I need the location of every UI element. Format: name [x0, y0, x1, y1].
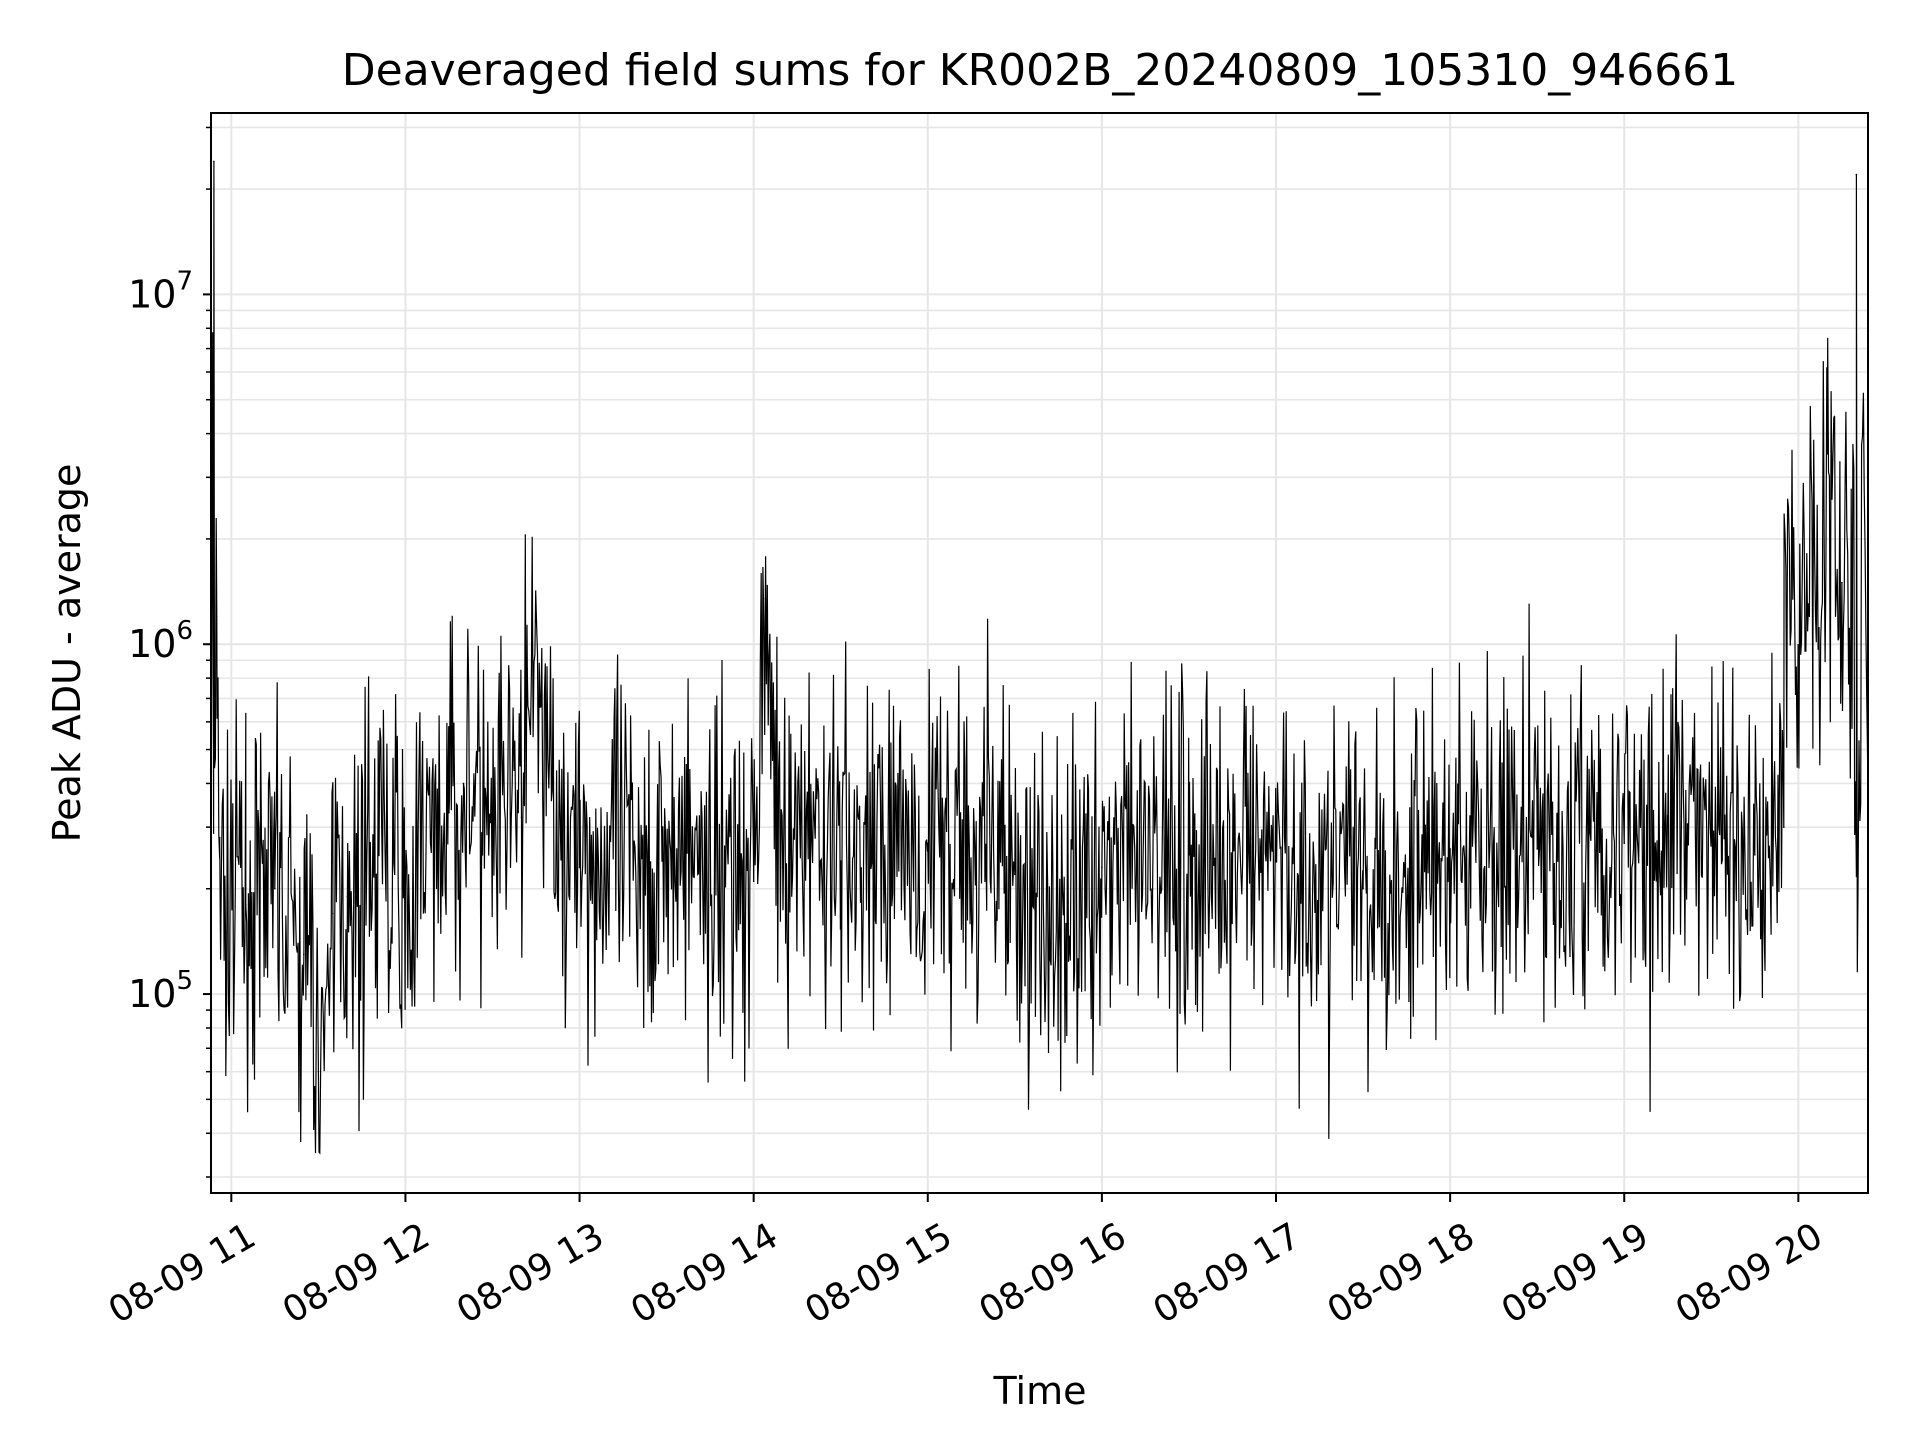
data-point	[317, 1070, 320, 1073]
data-point	[462, 782, 465, 785]
data-point	[1014, 873, 1016, 876]
data-point	[1449, 848, 1451, 850]
data-point	[1849, 697, 1852, 700]
data-point	[526, 668, 529, 670]
series-line	[210, 161, 1869, 1155]
data-point	[1812, 659, 1814, 662]
data-point	[665, 854, 668, 856]
data-point	[764, 597, 767, 600]
data-point	[274, 887, 276, 890]
data-point	[1275, 860, 1277, 862]
data-point	[781, 866, 784, 869]
y-tick-label: 105	[128, 966, 193, 1016]
y-tick-label: 107	[128, 266, 193, 316]
data-point	[1536, 848, 1538, 850]
data-point	[448, 811, 450, 814]
data-point	[213, 160, 215, 163]
data-point	[404, 887, 407, 890]
data-point	[752, 880, 755, 883]
data-point	[218, 836, 221, 839]
data-point	[1057, 953, 1060, 956]
data-point	[926, 842, 929, 844]
data-point	[303, 953, 305, 956]
data-point	[1797, 697, 1800, 700]
data-point	[224, 931, 227, 934]
data-point	[245, 903, 247, 906]
chart-title: Deaveraged field sums for KR002B_2024080…	[342, 45, 1738, 96]
data-point	[1101, 866, 1103, 869]
data-point	[1783, 826, 1785, 828]
plot-frame	[210, 112, 1869, 1194]
data-point	[1188, 854, 1190, 856]
data-point	[1666, 816, 1669, 819]
data-point	[491, 848, 494, 850]
x-axis-label: Time	[993, 1369, 1087, 1413]
data-point	[1754, 854, 1756, 856]
data-point	[216, 615, 218, 618]
data-point	[332, 912, 334, 915]
data-point	[375, 873, 378, 876]
data-layer	[210, 160, 1869, 1155]
data-point	[1826, 453, 1829, 455]
data-point	[1362, 887, 1364, 890]
data-point	[1710, 836, 1713, 839]
data-point	[346, 895, 349, 898]
data-point	[1855, 173, 1858, 176]
data-point	[1623, 842, 1626, 844]
y-axis-label: Peak ADU - average	[45, 464, 89, 843]
data-point	[1841, 581, 1843, 584]
data-point	[520, 816, 523, 819]
data-point	[578, 866, 581, 869]
y-tick-label: 106	[128, 616, 193, 666]
data-point	[839, 860, 842, 862]
